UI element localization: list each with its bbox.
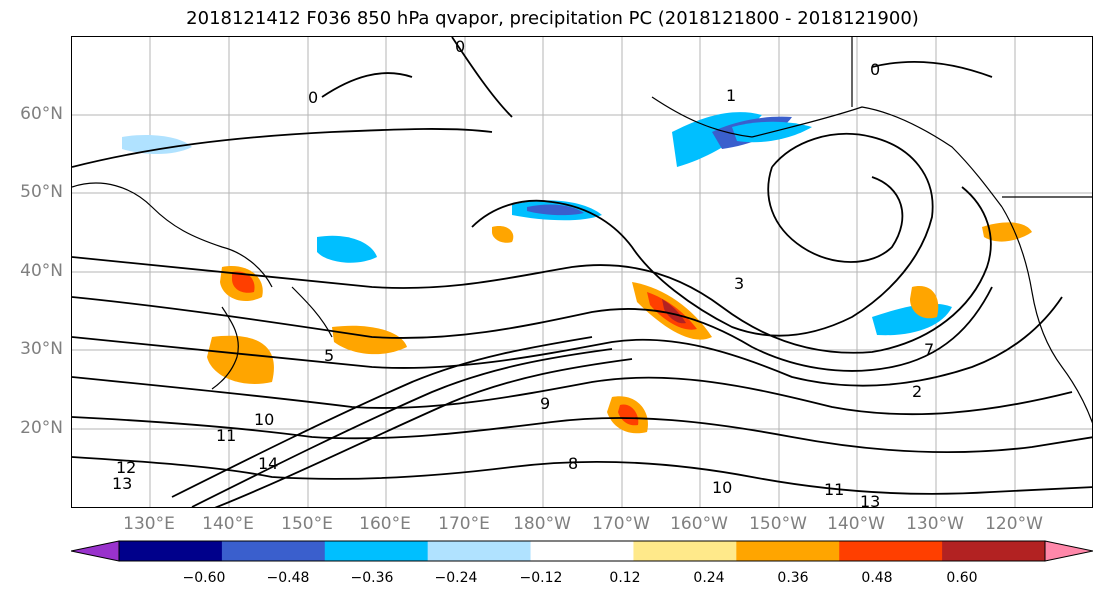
lon-label-170w: 170°W xyxy=(592,514,650,534)
map-title: 2018121412 F036 850 hPa qvapor, precipit… xyxy=(186,8,919,29)
colorbar-segment xyxy=(736,541,840,561)
lat-label-40n: 40°N xyxy=(20,261,63,281)
colorbar-segment xyxy=(530,541,634,561)
contour-label: 2 xyxy=(912,382,922,401)
lon-label-150w: 150°W xyxy=(749,514,807,534)
coastlines xyxy=(72,37,1092,424)
contour-label: 8 xyxy=(568,454,578,473)
colorbar-tick: 0.60 xyxy=(946,570,978,586)
contour-label: 11 xyxy=(824,480,844,499)
lon-label-150e: 150°E xyxy=(281,514,333,534)
contour-label: 13 xyxy=(860,492,880,508)
colorbar-segment xyxy=(427,541,532,561)
lat-label-50n: 50°N xyxy=(20,182,63,202)
lon-label-140w: 140°W xyxy=(827,514,885,534)
colorbar-tick: −0.48 xyxy=(266,570,310,586)
lon-label-160e: 160°E xyxy=(359,514,411,534)
contour-label: 0 xyxy=(870,60,880,79)
colorbar-tick: −0.60 xyxy=(182,570,226,586)
colorbar-tick: −0.12 xyxy=(519,570,563,586)
colorbar-tick: −0.24 xyxy=(434,570,478,586)
map-svg: 0 0 0 1 3 5 7 9 10 11 12 13 14 10 11 13 … xyxy=(72,37,1092,508)
lon-label-160w: 160°W xyxy=(670,514,728,534)
map-panel: 0 0 0 1 3 5 7 9 10 11 12 13 14 10 11 13 … xyxy=(71,36,1093,508)
colorbar-segment xyxy=(221,541,326,561)
colorbar-tick: 0.24 xyxy=(693,570,725,586)
contour-labels: 0 0 0 1 3 5 7 9 10 11 12 13 14 10 11 13 … xyxy=(112,37,934,508)
colorbar-tick: 0.36 xyxy=(777,570,809,586)
colorbar-segment xyxy=(324,541,429,561)
contour-label: 12 xyxy=(116,458,136,477)
colorbar-segment xyxy=(942,541,1046,561)
colorbar-right-arrow xyxy=(1044,540,1093,562)
precip-shading xyxy=(122,112,1032,434)
lat-label-20n: 20°N xyxy=(20,418,63,438)
lon-label-120w: 120°W xyxy=(985,514,1043,534)
colorbar-tick: 0.12 xyxy=(609,570,641,586)
colorbar-tick: 0.48 xyxy=(861,570,893,586)
contour-label: 11 xyxy=(216,426,236,445)
colorbar-outline xyxy=(118,540,1046,562)
contour-label: 3 xyxy=(734,274,744,293)
colorbar xyxy=(71,540,1093,562)
lon-label-130e: 130°E xyxy=(123,514,175,534)
lat-label-60n: 60°N xyxy=(20,104,63,124)
contour-label: 14 xyxy=(258,454,278,473)
contour-label: 10 xyxy=(254,410,274,429)
contour-label: 10 xyxy=(712,478,732,497)
lat-label-30n: 30°N xyxy=(20,339,63,359)
lon-label-180w: 180°W xyxy=(513,514,571,534)
contour-label: 5 xyxy=(324,346,334,365)
contour-label: 7 xyxy=(924,340,934,359)
colorbar-tick: −0.36 xyxy=(350,570,394,586)
lon-label-170e: 170°E xyxy=(438,514,490,534)
contour-label: 9 xyxy=(540,394,550,413)
contour-label: 0 xyxy=(308,88,318,107)
contour-label: 0 xyxy=(455,37,465,56)
qvapor-contours xyxy=(72,37,1092,507)
colorbar-segments xyxy=(119,541,1046,561)
colorbar-left-arrow xyxy=(71,540,120,562)
lon-label-140e: 140°E xyxy=(202,514,254,534)
lon-label-130w: 130°W xyxy=(906,514,964,534)
contour-label: 13 xyxy=(112,474,132,493)
colorbar-segment xyxy=(633,541,737,561)
colorbar-segment xyxy=(839,541,943,561)
contour-label: 1 xyxy=(726,86,736,105)
colorbar-segment xyxy=(119,541,223,561)
